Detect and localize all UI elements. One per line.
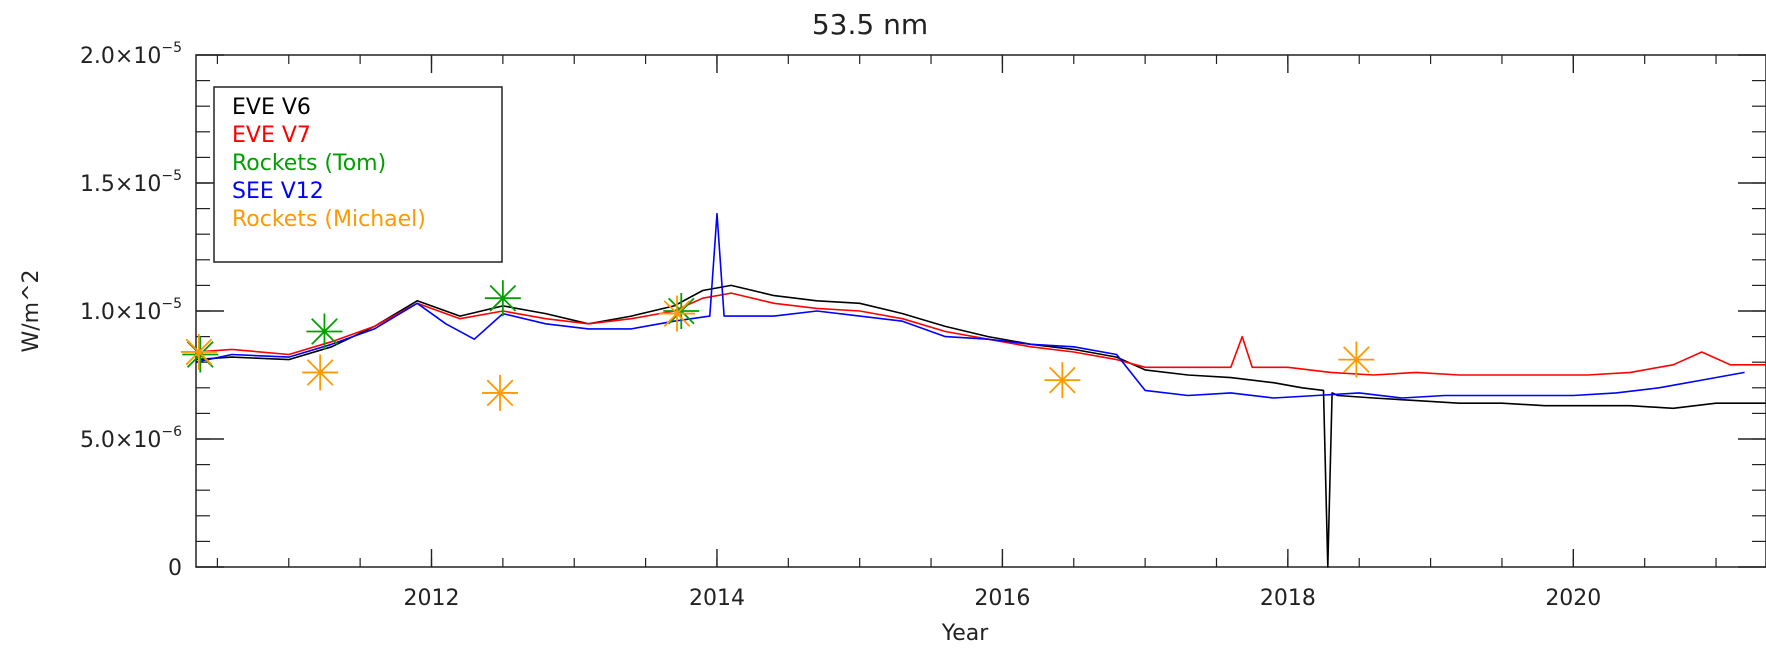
x-tick-label: 2016 [974, 586, 1030, 611]
x-tick-label: 2020 [1545, 586, 1601, 611]
y-tick-label: 0 [168, 556, 182, 581]
marker-rockets-michael [180, 333, 217, 370]
y-tick-label: 5.0×10−6 [80, 424, 182, 453]
x-axis-label: Year [941, 621, 990, 646]
marker-rockets-tom [306, 313, 343, 350]
x-axis: 2012 2014 2016 2018 2020 [404, 55, 1601, 611]
series-line-see-v12 [195, 212, 1745, 399]
series-line-eve-v7 [195, 292, 1766, 376]
marker-rockets-michael [482, 374, 519, 411]
chart-title: 53.5 nm [812, 8, 928, 41]
marker-rockets-tom [663, 293, 700, 329]
legend-item-rockets-michael: Rockets (Michael) [232, 207, 426, 232]
legend-item-rockets-tom: Rockets (Tom) [232, 151, 386, 176]
series-layer [180, 212, 1766, 568]
y-tick-label: 1.5×10−5 [80, 168, 182, 197]
x-tick-label: 2018 [1260, 586, 1316, 611]
legend: EVE V6 EVE V7 Rockets (Tom) SEE V12 Rockets … [213, 86, 503, 263]
marker-rockets-michael [1044, 362, 1081, 399]
legend-item-see-v12: SEE V12 [232, 179, 324, 204]
y-tick-label: 2.0×10−5 [80, 40, 182, 69]
legend-box [213, 86, 503, 263]
marker-rockets-michael [1338, 341, 1375, 378]
legend-item-eve-v7: EVE V7 [232, 123, 311, 148]
x-tick-label: 2012 [404, 586, 460, 611]
x-tick-label: 2014 [689, 586, 745, 611]
marker-rockets-tom [484, 280, 521, 317]
marker-rockets-michael [658, 295, 695, 332]
y-tick-label: 1.0×10−5 [80, 296, 182, 325]
series-line-eve-v6 [195, 284, 1766, 568]
marker-rockets-michael [302, 354, 339, 391]
y-axis-label: W/m^2 [19, 269, 44, 352]
legend-item-eve-v6: EVE V6 [232, 95, 311, 120]
